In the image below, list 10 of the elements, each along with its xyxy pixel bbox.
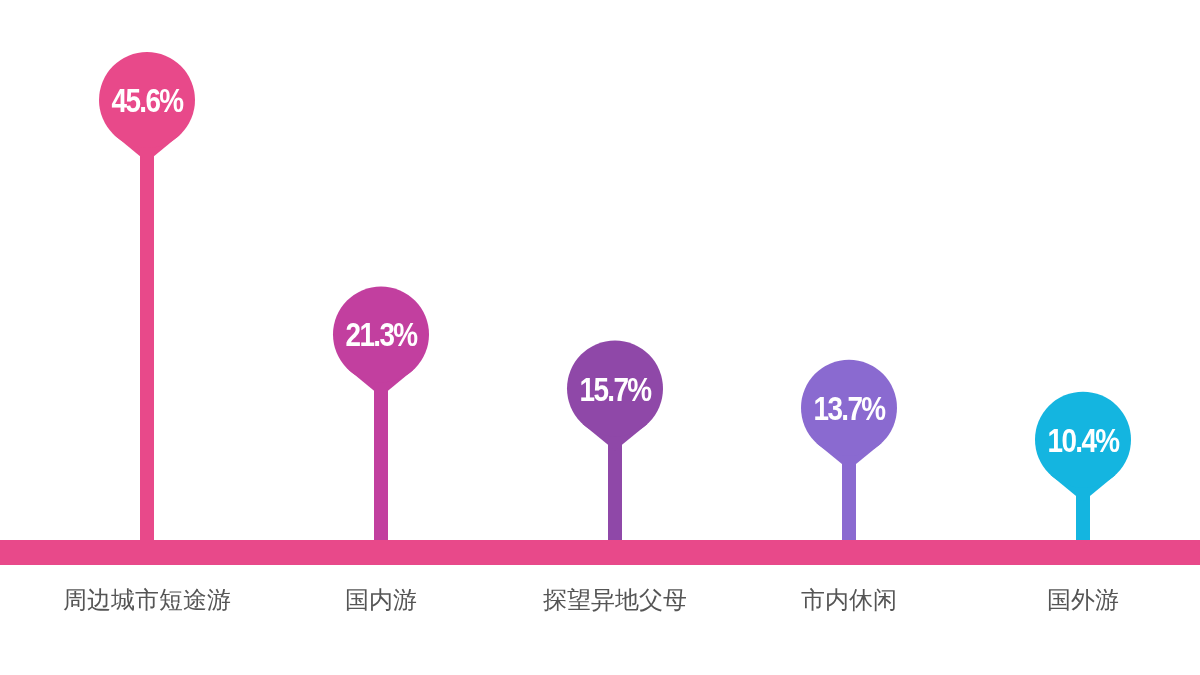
data-label: 21.3%	[345, 315, 418, 355]
data-label: 13.7%	[813, 389, 886, 428]
x-tick-label: 国外游	[1047, 586, 1119, 614]
data-label: 15.7%	[579, 369, 652, 409]
x-tick-label: 探望异地父母	[543, 586, 687, 614]
x-tick-label: 市内休闲	[801, 586, 897, 614]
x-tick-label: 国内游	[345, 586, 417, 614]
data-label: 45.6%	[111, 81, 184, 120]
data-label: 10.4%	[1047, 421, 1120, 460]
x-tick-label: 周边城市短途游	[63, 586, 231, 614]
